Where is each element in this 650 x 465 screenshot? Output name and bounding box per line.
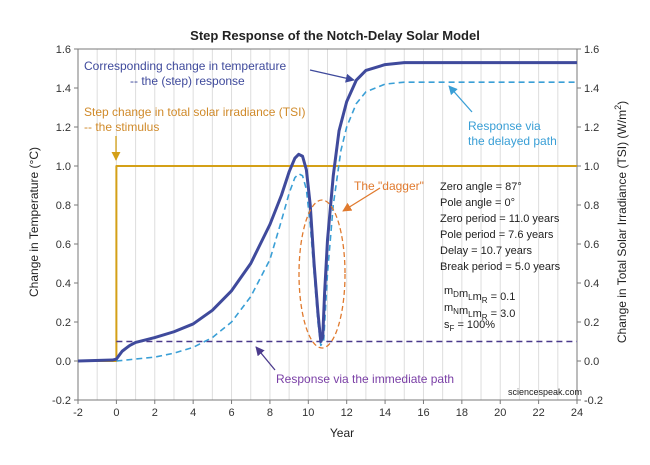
y-right-tick-label: 1.2 [584,122,599,134]
y-axis-left-title: Change in Temperature (°C) [27,147,41,297]
x-tick-label: 4 [190,407,196,419]
mult-subscript: L [468,293,473,302]
param-pole-angle: Pole angle = 0° [440,197,515,209]
y-right-title-tail: ) [615,101,629,105]
x-tick-label: 22 [532,407,544,419]
series-group [77,61,577,363]
x-axis-ticks: -2 0 2 4 6 8 10 12 14 16 18 20 22 24 [73,400,583,419]
mult-base: m [459,288,468,300]
mult-base: m [473,291,482,303]
mult-tail: = 0.1 [488,291,516,303]
mult-subscript: D [453,290,459,299]
y-right-tick-label: 0.8 [584,200,599,212]
y-right-tick-label: 0.2 [584,317,599,329]
param-mult-dlr: mDmLmR = 0.1 [444,285,515,305]
param-zero-period: Zero period = 11.0 years [440,213,560,225]
param-break-period: Break period = 5.0 years [440,261,561,273]
x-tick-label: 0 [113,407,119,419]
response-label-line-1: Corresponding change in temperature [84,59,286,73]
x-tick-label: 20 [494,407,506,419]
y-left-tick-label: 0.4 [56,278,71,290]
x-tick-label: -2 [73,407,83,419]
y-left-tick-label: -0.2 [52,395,71,407]
mult-subscript: L [468,310,473,319]
mult-base: m [444,302,453,314]
x-tick-label: 10 [302,407,314,419]
y-right-tick-label: 1.4 [584,83,599,95]
delayed-label-line-1: Response via [468,119,541,133]
plot-frame [77,48,578,401]
response-label-line-2: -- the (step) response [130,74,245,88]
sf-tail: = 100% [454,319,495,331]
param-zero-angle: Zero angle = 87° [440,181,522,193]
model-parameters: Zero angle = 87° Pole angle = 0° Zero pe… [440,181,561,333]
dagger-ellipse [298,199,346,349]
y-left-tick-label: 1.4 [56,83,71,95]
chart-title: Step Response of the Notch-Delay Solar M… [190,28,480,43]
delayed-arrow [448,85,473,113]
y-left-tick-label: 0.6 [56,239,71,251]
param-delay: Delay = 10.7 years [440,245,533,257]
y-left-tick-label: 1.2 [56,122,71,134]
y-axis-right-title: Change in Total Solar Irradiance (TSI) (… [613,101,629,343]
mult-subscript: N [453,307,459,316]
y-right-title-superscript: 2 [613,105,623,110]
x-tick-label: 18 [456,407,468,419]
sf-subscript: F [450,324,455,333]
y-right-tick-label: 1.0 [584,161,599,173]
y-axis-left-ticks: -0.2 0.0 0.2 0.4 0.6 0.8 1.0 1.2 1.4 1.6 [52,44,78,407]
y-right-tick-label: 0.6 [584,239,599,251]
mult-subscript: R [482,313,488,322]
credit-label: sciencespeak.com [508,387,582,397]
x-axis-title: Year [330,426,354,440]
mult-base: m [473,308,482,320]
immediate-arrow [255,346,276,371]
y-left-tick-label: 0.2 [56,317,71,329]
series-line-2 [116,81,577,362]
y-right-tick-label: -0.2 [584,395,603,407]
response-arrow [309,69,355,83]
mult-base: m [459,305,468,317]
x-tick-label: 24 [571,407,583,419]
delayed-label-line-2: the delayed path [468,134,557,148]
x-tick-label: 16 [417,407,429,419]
x-tick-label: 2 [152,407,158,419]
y-right-tick-label: 0.4 [584,278,599,290]
mult-subscript: R [482,296,488,305]
param-sf: sF = 100% [444,319,495,333]
x-tick-label: 12 [341,407,353,419]
annotation-arrows [111,69,473,371]
series-line-1 [77,61,577,363]
y-left-tick-label: 1.6 [56,44,71,56]
x-tick-label: 6 [228,407,234,419]
x-tick-label: 14 [379,407,391,419]
y-left-tick-label: 0.0 [56,356,71,368]
dagger-label: The "dagger" [354,179,424,193]
stimulus-label-line-1: Step change in total solar irradiance (T… [84,105,305,119]
y-right-tick-label: 1.6 [584,44,599,56]
mult-tail: = 3.0 [488,308,516,320]
x-tick-label: 8 [267,407,273,419]
y-axis-right-ticks: -0.2 0.0 0.2 0.4 0.6 0.8 1.0 1.2 1.4 1.6 [577,44,603,407]
sf-base: s [444,319,450,331]
y-left-tick-label: 1.0 [56,161,71,173]
y-right-tick-label: 0.0 [584,356,599,368]
param-mult-nlr: mNmLmR = 3.0 [444,302,515,322]
dagger-arrow [342,187,381,212]
stimulus-label-line-2: -- the stimulus [84,120,159,134]
y-left-tick-label: 0.8 [56,200,71,212]
immediate-label: Response via the immediate path [276,372,454,386]
param-pole-period: Pole period = 7.6 years [440,229,554,241]
mult-base: m [444,285,453,297]
